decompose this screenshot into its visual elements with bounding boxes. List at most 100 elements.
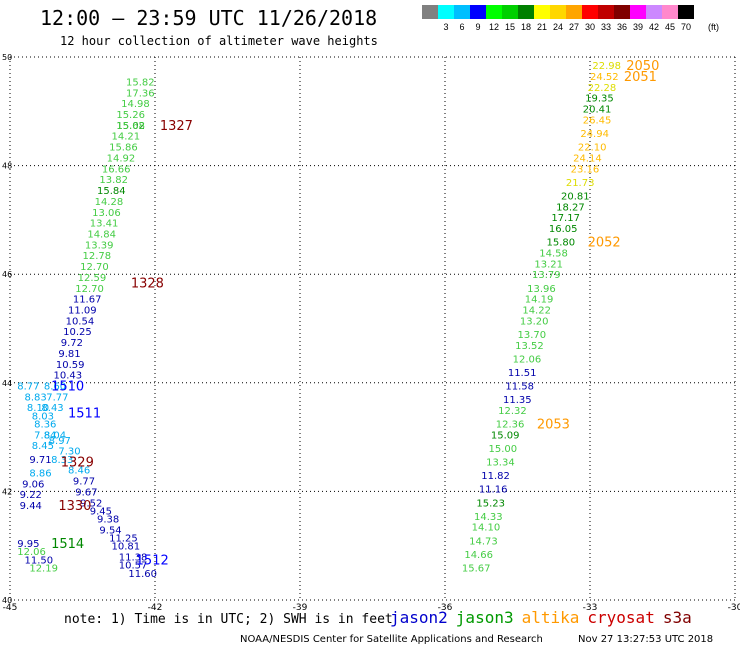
color-scale-label: 70 [680, 22, 691, 32]
wave-height-label: 15.00 [489, 444, 518, 455]
color-scale-label: 39 [632, 22, 643, 32]
legend-item-jason2: jason2 [390, 608, 448, 627]
color-scale-label: 21 [536, 22, 547, 32]
color-swatch [598, 5, 614, 19]
wave-height-label: 14.92 [107, 153, 136, 164]
wave-height-label: 22.28 [588, 83, 617, 94]
color-swatch [534, 5, 550, 19]
wave-height-label: 12.36 [496, 420, 525, 431]
wave-height-label: 12.59 [78, 273, 107, 284]
wave-height-label: 13.39 [85, 240, 114, 251]
wave-height-label: 16.05 [549, 224, 578, 235]
y-tick-label: 48 [2, 162, 12, 171]
wave-height-label: 10.81 [112, 542, 141, 553]
wave-height-label: 11.38 [119, 553, 148, 564]
wave-height-label: 14.98 [121, 99, 150, 110]
wave-height-label: 7.30 [58, 447, 80, 458]
pass-time-label: 1511 [68, 407, 101, 422]
wave-height-label: 8.60 [44, 382, 66, 393]
wave-height-label: 8.97 [49, 436, 71, 447]
wave-height-label: 15.02 [116, 121, 145, 132]
color-swatch [486, 5, 502, 19]
wave-height-label: 13.34 [486, 458, 515, 469]
chart-title: 12:00 — 23:59 UTC 11/26/2018 [40, 6, 378, 30]
wave-height-label: 9.22 [20, 490, 42, 501]
wave-height-label: 23.16 [571, 164, 600, 175]
color-swatch [470, 5, 486, 19]
color-scale-label: 45 [664, 22, 675, 32]
color-scale-unit: (ft) [708, 22, 719, 32]
wave-height-label: 20.81 [561, 191, 590, 202]
wave-height-label: 8.45 [32, 441, 54, 452]
color-scale-label: 15 [504, 22, 515, 32]
wave-height-label: 9.52 [80, 498, 102, 509]
wave-height-label: 9.45 [90, 506, 112, 517]
wave-height-label: 11.60 [128, 569, 157, 580]
wave-height-label: 14.84 [87, 229, 116, 240]
wave-height-label: 11.51 [508, 368, 537, 379]
wave-height-label: 14.19 [525, 295, 554, 306]
color-scale-label: 3 [443, 22, 449, 32]
pass-time-label: 1328 [131, 276, 164, 291]
wave-height-label: 13.82 [99, 175, 128, 186]
pass-time-label: 2052 [588, 236, 621, 251]
pass-time-label: 1329 [61, 456, 94, 471]
wave-height-label: 8.77 [17, 382, 39, 393]
wave-height-label: 8.10 [27, 403, 49, 414]
wave-height-label: 14.66 [464, 550, 493, 561]
wave-height-label: 14.22 [522, 305, 551, 316]
wave-height-label: 13.20 [520, 316, 549, 327]
wave-height-label: 9.44 [20, 501, 42, 512]
chart-subtitle: 12 hour collection of altimeter wave hei… [60, 34, 378, 48]
wave-height-label: 18.27 [556, 202, 585, 213]
wave-height-label: 8.33 [51, 455, 73, 466]
x-tick-label: -42 [148, 603, 163, 613]
y-tick-label: 50 [2, 53, 12, 62]
wave-height-label: 13.21 [534, 259, 563, 270]
wave-height-label: 15.80 [547, 238, 576, 249]
legend-item-altika: altika [521, 608, 580, 627]
x-tick-label: -45 [3, 603, 18, 613]
wave-height-label: 7.77 [46, 392, 68, 403]
wave-height-label: 9.71 [29, 455, 51, 466]
satellite-legend: jason2 jason3 altika cryosat s3a [390, 608, 700, 627]
wave-height-label: 14.73 [469, 536, 498, 547]
wave-height-label: 15.86 [109, 143, 138, 154]
wave-height-label: 12.70 [80, 262, 109, 273]
wave-height-label: 13.06 [92, 208, 121, 219]
color-scale-label: 6 [459, 22, 465, 32]
wave-height-label: 15.26 [116, 110, 145, 121]
wave-height-label: 15.67 [462, 563, 491, 574]
wave-height-label: 11.35 [503, 395, 532, 406]
wave-height-label: 26.45 [583, 115, 612, 126]
wave-height-label: 8.43 [41, 403, 63, 414]
wave-height-label: 11.67 [73, 295, 102, 306]
wave-height-label: 9.72 [61, 338, 83, 349]
x-tick-label: -33 [583, 603, 598, 613]
wave-height-label: 16.66 [102, 164, 131, 175]
wave-height-label: 12.19 [29, 563, 58, 574]
wave-height-label: 8.46 [68, 466, 90, 477]
wave-height-label: 12.32 [498, 406, 527, 417]
y-tick-label: 46 [2, 270, 12, 279]
color-scale-label: 30 [584, 22, 595, 32]
color-scale-label: 24 [552, 22, 563, 32]
color-swatch [550, 5, 566, 19]
wave-height-label: 13.70 [518, 330, 547, 341]
color-swatch [422, 5, 438, 19]
color-swatch [518, 5, 534, 19]
color-swatch [630, 5, 646, 19]
legend-item-jason3: jason3 [455, 608, 514, 627]
wave-height-label: 9.77 [73, 477, 95, 488]
wave-height-label: 12.06 [17, 547, 46, 558]
wave-height-label: 14.58 [539, 248, 568, 259]
legend-item-cryosat: cryosat [587, 608, 655, 627]
pass-time-label: 2053 [537, 418, 570, 433]
x-tick-label: -30 [728, 603, 740, 613]
footer-credit: NOAA/NESDIS Center for Satellite Applica… [240, 634, 543, 645]
color-scale-label: 42 [648, 22, 659, 32]
wave-height-label: 13.41 [90, 219, 119, 230]
color-swatch [662, 5, 678, 19]
wave-height-label: 12.70 [75, 284, 104, 295]
